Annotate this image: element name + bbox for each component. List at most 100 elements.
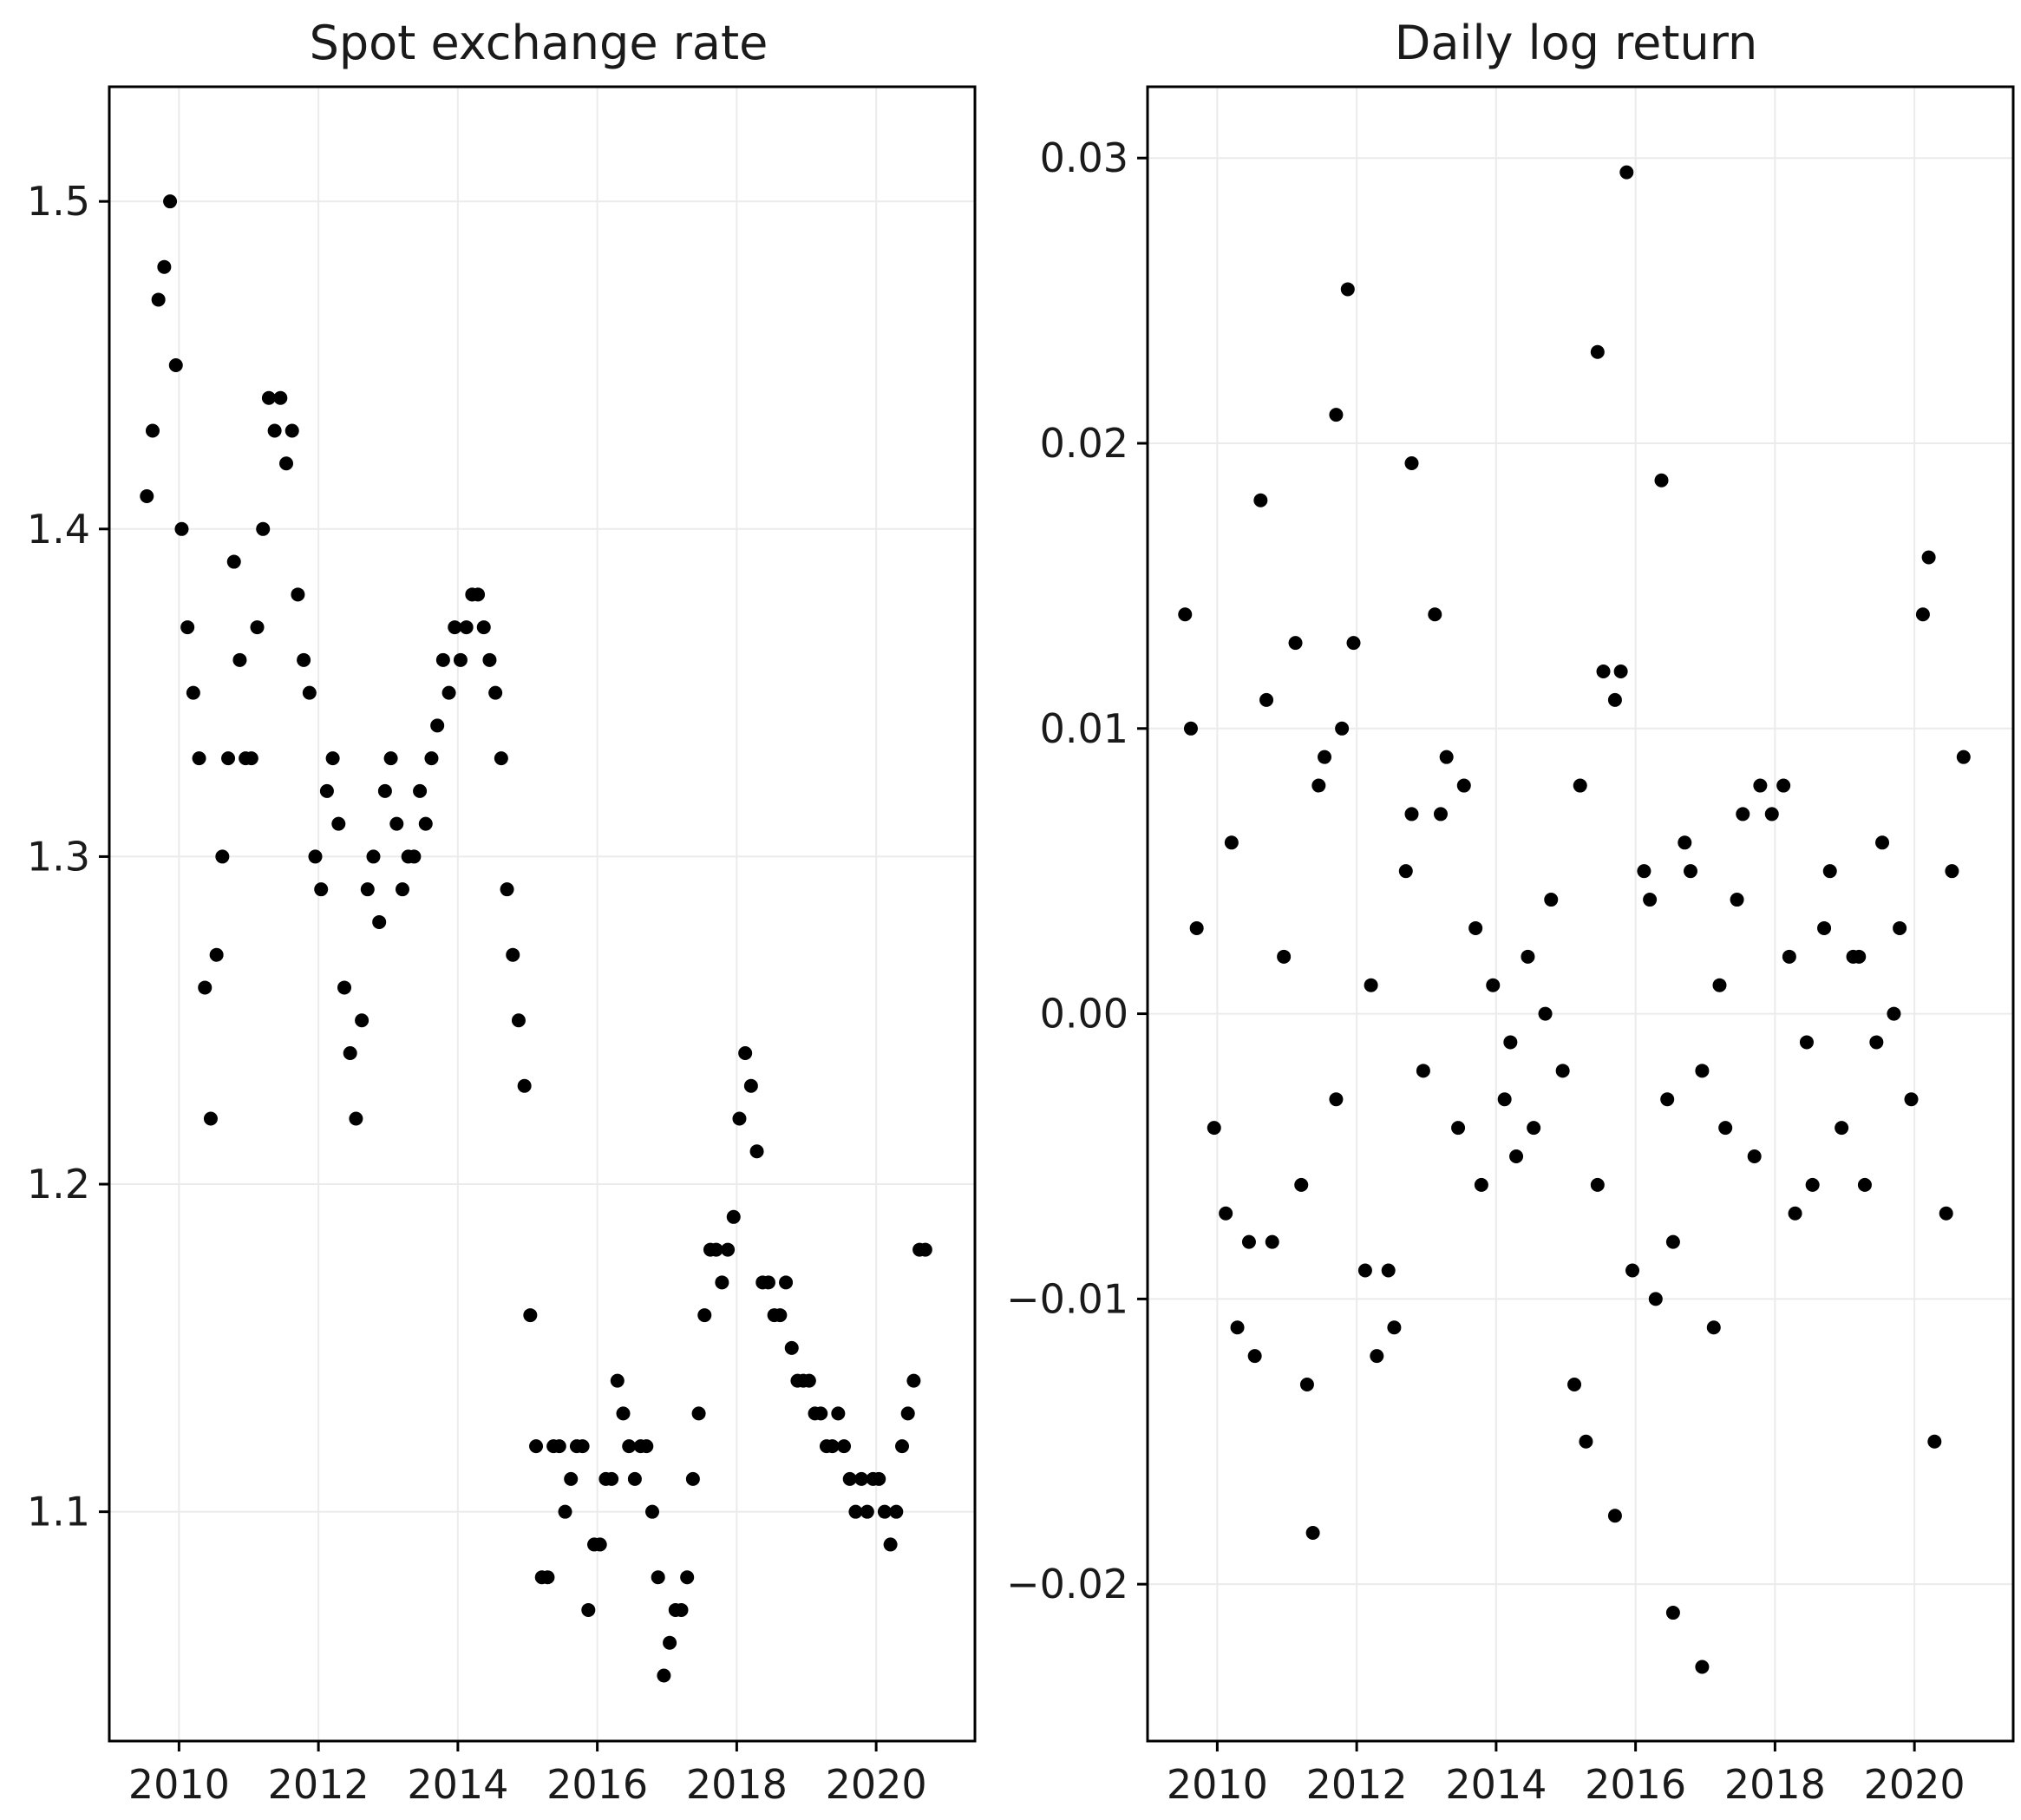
data-point-left bbox=[163, 194, 178, 209]
data-point-right bbox=[1521, 949, 1535, 964]
y-tick-label-left: 1.5 bbox=[27, 178, 90, 225]
data-point-left bbox=[761, 1275, 775, 1290]
data-point-left bbox=[906, 1373, 921, 1388]
y-tick-label-left: 1.1 bbox=[27, 1489, 90, 1535]
data-point-left bbox=[314, 882, 329, 897]
data-point-left bbox=[395, 882, 409, 897]
data-point-right bbox=[1294, 1177, 1309, 1192]
data-point-right bbox=[1846, 949, 1861, 964]
data-point-left bbox=[900, 1406, 915, 1421]
data-point-right bbox=[1665, 1234, 1680, 1249]
data-point-right bbox=[1817, 920, 1832, 935]
data-point-left bbox=[430, 718, 445, 733]
data-point-left bbox=[552, 1439, 566, 1454]
data-point-left bbox=[558, 1504, 572, 1519]
data-point-left bbox=[616, 1406, 631, 1421]
data-point-right bbox=[1736, 807, 1750, 822]
data-point-left bbox=[825, 1439, 840, 1454]
data-point-right bbox=[1875, 835, 1890, 850]
data-point-left bbox=[435, 652, 450, 667]
data-point-left bbox=[848, 1504, 863, 1519]
data-point-right bbox=[1619, 165, 1634, 180]
data-point-left bbox=[779, 1275, 794, 1290]
data-point-right bbox=[1776, 778, 1791, 793]
data-point-left bbox=[471, 587, 486, 602]
data-point-left bbox=[448, 620, 462, 635]
x-tick-label-left: 2010 bbox=[128, 1761, 230, 1808]
data-point-right bbox=[1439, 750, 1454, 764]
data-point-right bbox=[1346, 636, 1361, 651]
data-point-right bbox=[1869, 1035, 1884, 1050]
data-point-left bbox=[331, 816, 346, 831]
data-point-right bbox=[1555, 1064, 1570, 1078]
data-point-left bbox=[297, 652, 311, 667]
data-point-left bbox=[267, 423, 282, 438]
data-point-left bbox=[674, 1602, 689, 1617]
data-point-right bbox=[1683, 864, 1697, 879]
data-point-left bbox=[854, 1471, 869, 1486]
data-point-right bbox=[1573, 778, 1587, 793]
data-point-left bbox=[889, 1504, 904, 1519]
data-point-right bbox=[1387, 1320, 1402, 1335]
data-point-left bbox=[517, 1078, 532, 1093]
x-axis-right: 2010 2012 2014 2016 2018 2020 bbox=[1167, 1741, 1965, 1808]
data-point-right bbox=[1822, 864, 1837, 879]
data-point-right bbox=[1887, 1006, 1901, 1021]
data-point-left bbox=[837, 1439, 852, 1454]
data-point-left bbox=[418, 816, 433, 831]
data-point-left bbox=[500, 882, 514, 897]
data-point-left bbox=[773, 1308, 788, 1323]
data-point-right bbox=[1433, 807, 1448, 822]
y-tick-label-right: 0.03 bbox=[1040, 134, 1128, 181]
data-point-right bbox=[1370, 1349, 1384, 1364]
data-point-right bbox=[1277, 949, 1292, 964]
data-point-right bbox=[1416, 1064, 1430, 1078]
grid-left bbox=[109, 87, 975, 1741]
data-point-right bbox=[1893, 920, 1907, 935]
x-axis-left: 2010 2012 2014 2016 2018 2020 bbox=[128, 1741, 927, 1808]
data-point-right bbox=[1230, 1320, 1245, 1335]
data-point-right bbox=[1247, 1349, 1262, 1364]
data-point-right bbox=[1643, 893, 1658, 907]
data-point-right bbox=[1428, 607, 1442, 622]
chart-title-right: Daily log return bbox=[1395, 16, 1757, 70]
panel-spot-exchange-rate: Spot exchange rate 1.11.21.31.41.5 2010 2… bbox=[27, 16, 977, 1808]
plot-frame-left bbox=[108, 85, 977, 1743]
data-point-left bbox=[459, 620, 474, 635]
data-point-left bbox=[860, 1504, 874, 1519]
data-point-left bbox=[610, 1373, 625, 1388]
data-point-left bbox=[697, 1308, 712, 1323]
data-point-left bbox=[337, 980, 352, 995]
data-point-right bbox=[1706, 1320, 1721, 1335]
data-point-left bbox=[657, 1668, 671, 1683]
data-point-left bbox=[506, 947, 520, 962]
data-point-right bbox=[1265, 1234, 1279, 1249]
data-point-left bbox=[279, 456, 294, 471]
data-point-right bbox=[1712, 978, 1727, 992]
x-tick-label-left: 2012 bbox=[268, 1761, 370, 1808]
data-point-right bbox=[1788, 1206, 1802, 1221]
data-point-right bbox=[1241, 1234, 1256, 1249]
data-point-left bbox=[273, 390, 288, 405]
data-point-left bbox=[377, 783, 392, 798]
data-point-right bbox=[1538, 1006, 1553, 1021]
data-point-left bbox=[680, 1570, 695, 1585]
data-point-left bbox=[709, 1242, 723, 1257]
data-point-right bbox=[1329, 1092, 1344, 1107]
data-point-right bbox=[1183, 721, 1198, 736]
data-point-left bbox=[831, 1406, 846, 1421]
x-tick-label-right: 2012 bbox=[1306, 1761, 1408, 1808]
data-point-right bbox=[1718, 1121, 1733, 1136]
data-point-right bbox=[1381, 1263, 1396, 1278]
points-left bbox=[140, 194, 932, 1683]
data-point-left bbox=[801, 1373, 816, 1388]
data-point-left bbox=[441, 685, 456, 700]
data-point-right bbox=[1207, 1121, 1221, 1136]
data-point-left bbox=[476, 620, 491, 635]
data-point-left bbox=[226, 554, 241, 569]
data-point-left bbox=[308, 849, 323, 864]
x-tick-label-right: 2014 bbox=[1445, 1761, 1547, 1808]
data-point-right bbox=[1404, 807, 1419, 822]
data-point-right bbox=[1590, 1177, 1605, 1192]
data-point-right bbox=[1219, 1206, 1233, 1221]
